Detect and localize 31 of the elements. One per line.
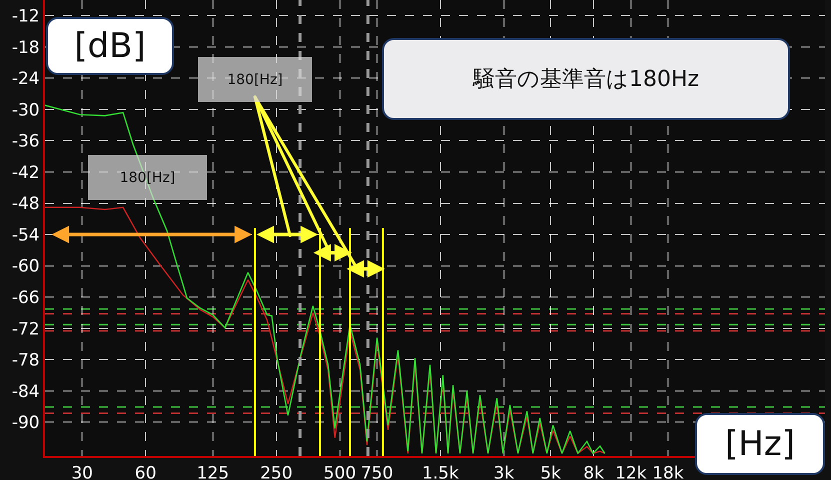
- y-tick-label: -60: [12, 256, 40, 277]
- y-tick-label: -84: [12, 382, 40, 402]
- x-tick-label: 18k: [652, 463, 684, 480]
- y-tick-label: -72: [12, 319, 40, 340]
- x-tick-label: 250: [260, 463, 293, 480]
- y-tick-label: -66: [12, 288, 40, 308]
- x-tick-label: 12k: [615, 463, 647, 480]
- text-box: 180[Hz]: [88, 155, 207, 200]
- y-tick-label: -48: [12, 194, 40, 214]
- y-tick-label: -30: [12, 100, 40, 120]
- y-tick-label: -54: [12, 225, 40, 246]
- x-tick-label: 3k: [494, 463, 514, 480]
- y-tick-label: -90: [12, 413, 40, 434]
- text-box: [Hz]: [695, 413, 825, 475]
- y-tick-label: -12: [12, 6, 40, 27]
- x-tick-label: 8k: [583, 463, 604, 480]
- x-tick-label: 500: [324, 463, 356, 480]
- y-tick-label: -36: [12, 132, 40, 152]
- text-box: [dB]: [46, 17, 174, 75]
- x-tick-label: 750: [360, 463, 394, 480]
- y-tick-label: -78: [12, 350, 40, 371]
- x-tick-label: 60: [134, 463, 156, 480]
- x-tick-label: 30: [71, 463, 93, 480]
- x-tick-label: 1.5k: [422, 463, 459, 480]
- x-tick-label: 125: [196, 463, 230, 480]
- x-tick-label: 5k: [540, 463, 562, 480]
- text-box: 騒音の基準音は180Hz: [382, 38, 790, 120]
- y-tick-label: -24: [12, 69, 40, 90]
- text-box: 180[Hz]: [198, 57, 312, 102]
- y-tick-label: -18: [12, 38, 40, 58]
- y-tick-label: -42: [12, 162, 40, 183]
